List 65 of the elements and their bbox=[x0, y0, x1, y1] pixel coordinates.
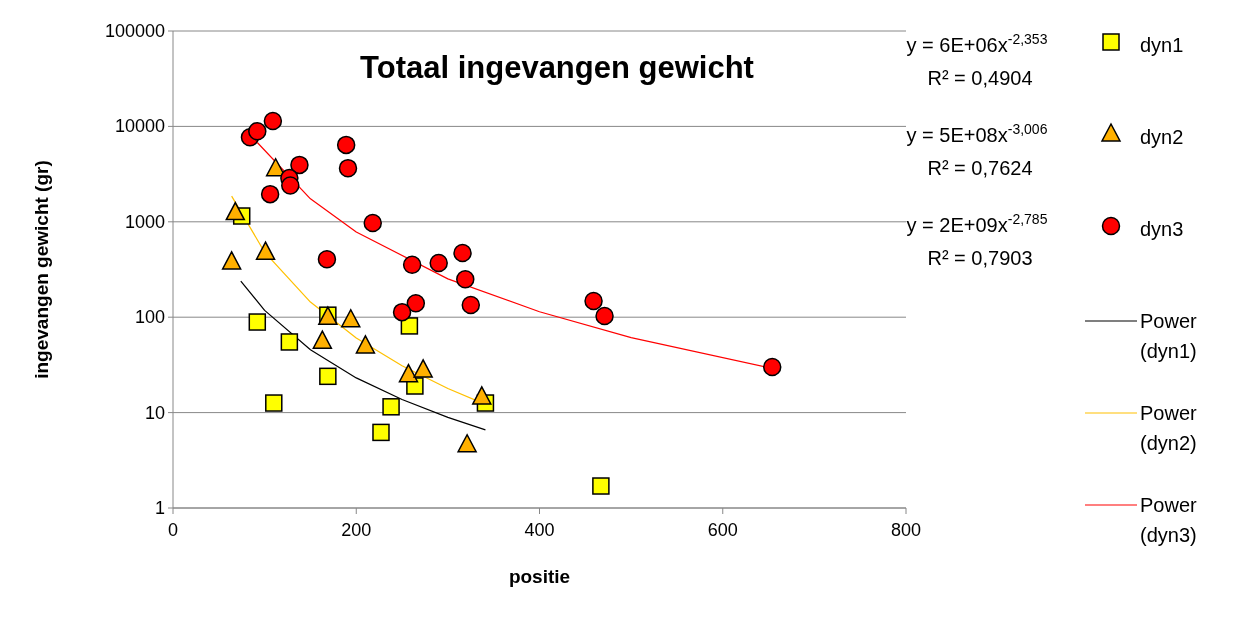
point bbox=[762, 357, 782, 377]
text: R² = 0,7624 bbox=[927, 157, 1033, 179]
point bbox=[263, 111, 283, 131]
legend-label: dyn1 bbox=[1140, 34, 1184, 56]
point bbox=[429, 253, 448, 273]
point bbox=[312, 330, 333, 349]
y-tick-label: 100 bbox=[134, 307, 165, 328]
point bbox=[265, 157, 286, 177]
text: Totaal ingevangen gewicht bbox=[360, 50, 754, 85]
point bbox=[338, 158, 358, 178]
point bbox=[456, 269, 475, 289]
x-tick-label: 800 bbox=[890, 520, 922, 540]
point bbox=[398, 363, 419, 383]
point bbox=[595, 306, 614, 326]
point bbox=[392, 302, 412, 322]
point bbox=[372, 423, 390, 442]
point bbox=[457, 434, 477, 453]
line-series bbox=[240, 280, 487, 431]
legend-label: Power (dyn3) bbox=[1140, 494, 1198, 546]
y-tick-label: 1 bbox=[154, 498, 165, 518]
point bbox=[317, 250, 337, 269]
point bbox=[355, 335, 376, 354]
point bbox=[363, 213, 382, 233]
point bbox=[260, 184, 280, 204]
text: y = 5E+08x$^{-3,006}$ bbox=[906, 121, 1048, 146]
point bbox=[280, 333, 299, 351]
y-tick-label: 100000 bbox=[104, 21, 165, 41]
point bbox=[319, 367, 337, 386]
legend-label: Power (dyn2) bbox=[1140, 402, 1198, 454]
legend-label: Power (dyn1) bbox=[1140, 310, 1198, 362]
y-axis-title: ingevangen gewicht (gr) bbox=[31, 160, 52, 379]
point bbox=[336, 135, 356, 155]
x-axis-title: positie bbox=[508, 566, 571, 587]
point bbox=[584, 291, 603, 311]
y-tick-label: 10 bbox=[144, 402, 165, 423]
point bbox=[402, 255, 422, 274]
point bbox=[290, 155, 309, 175]
x-tick-label: 400 bbox=[524, 520, 555, 540]
point bbox=[592, 477, 610, 495]
text: R² = 0,7903 bbox=[927, 247, 1033, 269]
point bbox=[265, 394, 283, 412]
point bbox=[461, 295, 481, 315]
point bbox=[341, 309, 361, 328]
legend-label: dyn3 bbox=[1140, 218, 1184, 240]
x-tick-label: 600 bbox=[707, 520, 738, 540]
point bbox=[382, 398, 400, 416]
text: R² = 0,4904 bbox=[927, 67, 1033, 89]
point bbox=[221, 251, 242, 270]
point bbox=[406, 294, 426, 313]
x-tick-label: 0 bbox=[167, 520, 179, 540]
y-tick-label: 10000 bbox=[114, 116, 165, 137]
legend-label: dyn2 bbox=[1140, 126, 1184, 148]
point bbox=[281, 176, 300, 195]
text: y = 6E+06x$^{-2,353}$ bbox=[906, 31, 1048, 56]
point bbox=[400, 317, 419, 335]
y-tick-label: 1000 bbox=[124, 211, 165, 232]
x-tick-label: 200 bbox=[341, 520, 372, 540]
point bbox=[248, 121, 267, 141]
point bbox=[413, 359, 433, 378]
point bbox=[225, 201, 246, 221]
point bbox=[472, 386, 492, 405]
point bbox=[453, 243, 472, 263]
text: y = 2E+09x$^{-2,785}$ bbox=[906, 211, 1048, 236]
point bbox=[248, 313, 267, 331]
point bbox=[255, 241, 276, 260]
